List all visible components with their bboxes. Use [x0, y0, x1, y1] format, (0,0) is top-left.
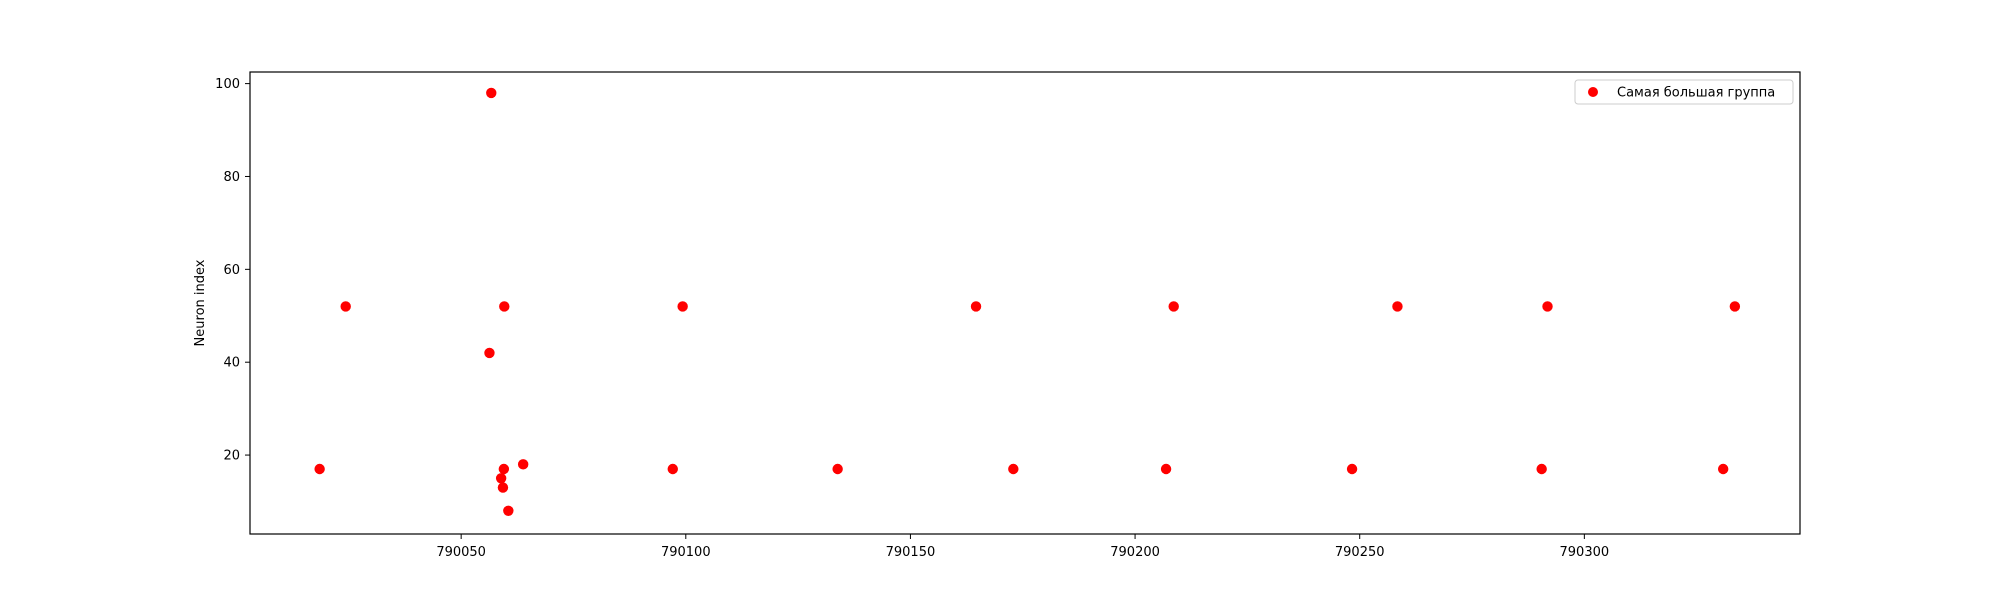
y-axis-label: Neuron index — [193, 259, 208, 346]
x-tick-label: 790250 — [1335, 545, 1385, 560]
legend: Самая большая группа — [1574, 79, 1794, 105]
data-point — [486, 87, 497, 99]
data-point — [314, 463, 325, 475]
data-point — [499, 301, 510, 312]
y-tick-label: 60 — [223, 263, 240, 278]
x-tick-label: 790150 — [886, 545, 936, 560]
data-point — [484, 347, 495, 359]
data-point — [1008, 463, 1019, 475]
data-point — [517, 459, 529, 470]
data-point — [970, 301, 982, 312]
data-point — [1717, 463, 1729, 475]
y-tick-label: 40 — [223, 356, 240, 371]
data-point — [1168, 301, 1179, 312]
x-tick-label: 790200 — [1110, 545, 1160, 560]
data-point — [1160, 463, 1172, 475]
plot-area — [250, 72, 1800, 534]
x-tick-label: 790100 — [661, 545, 711, 560]
data-point — [497, 482, 509, 493]
data-point — [667, 463, 678, 475]
y-tick-label: 100 — [215, 77, 240, 92]
x-tick-label: 790300 — [1560, 545, 1610, 560]
legend-label: Самая большая группа — [1617, 86, 1775, 101]
data-point — [1542, 301, 1553, 312]
data-point — [340, 301, 351, 312]
x-tick-label: 790050 — [436, 545, 486, 560]
data-point — [1346, 463, 1358, 475]
y-tick-label: 20 — [223, 449, 240, 464]
legend-marker — [1588, 87, 1598, 97]
data-point — [1729, 301, 1741, 312]
data-points — [314, 87, 1741, 516]
data-point — [1392, 301, 1403, 312]
y-tick-label: 80 — [223, 170, 240, 185]
data-point — [503, 505, 514, 516]
data-point — [832, 463, 843, 475]
plot-frame — [249, 71, 1801, 535]
legend-box — [1574, 79, 1794, 105]
data-point — [1536, 463, 1547, 475]
data-point — [498, 463, 510, 475]
data-point — [677, 301, 688, 312]
data-point — [495, 473, 507, 484]
axes: 790050 790100 790150 790200 790250 790300 20 40… — [215, 71, 1801, 560]
